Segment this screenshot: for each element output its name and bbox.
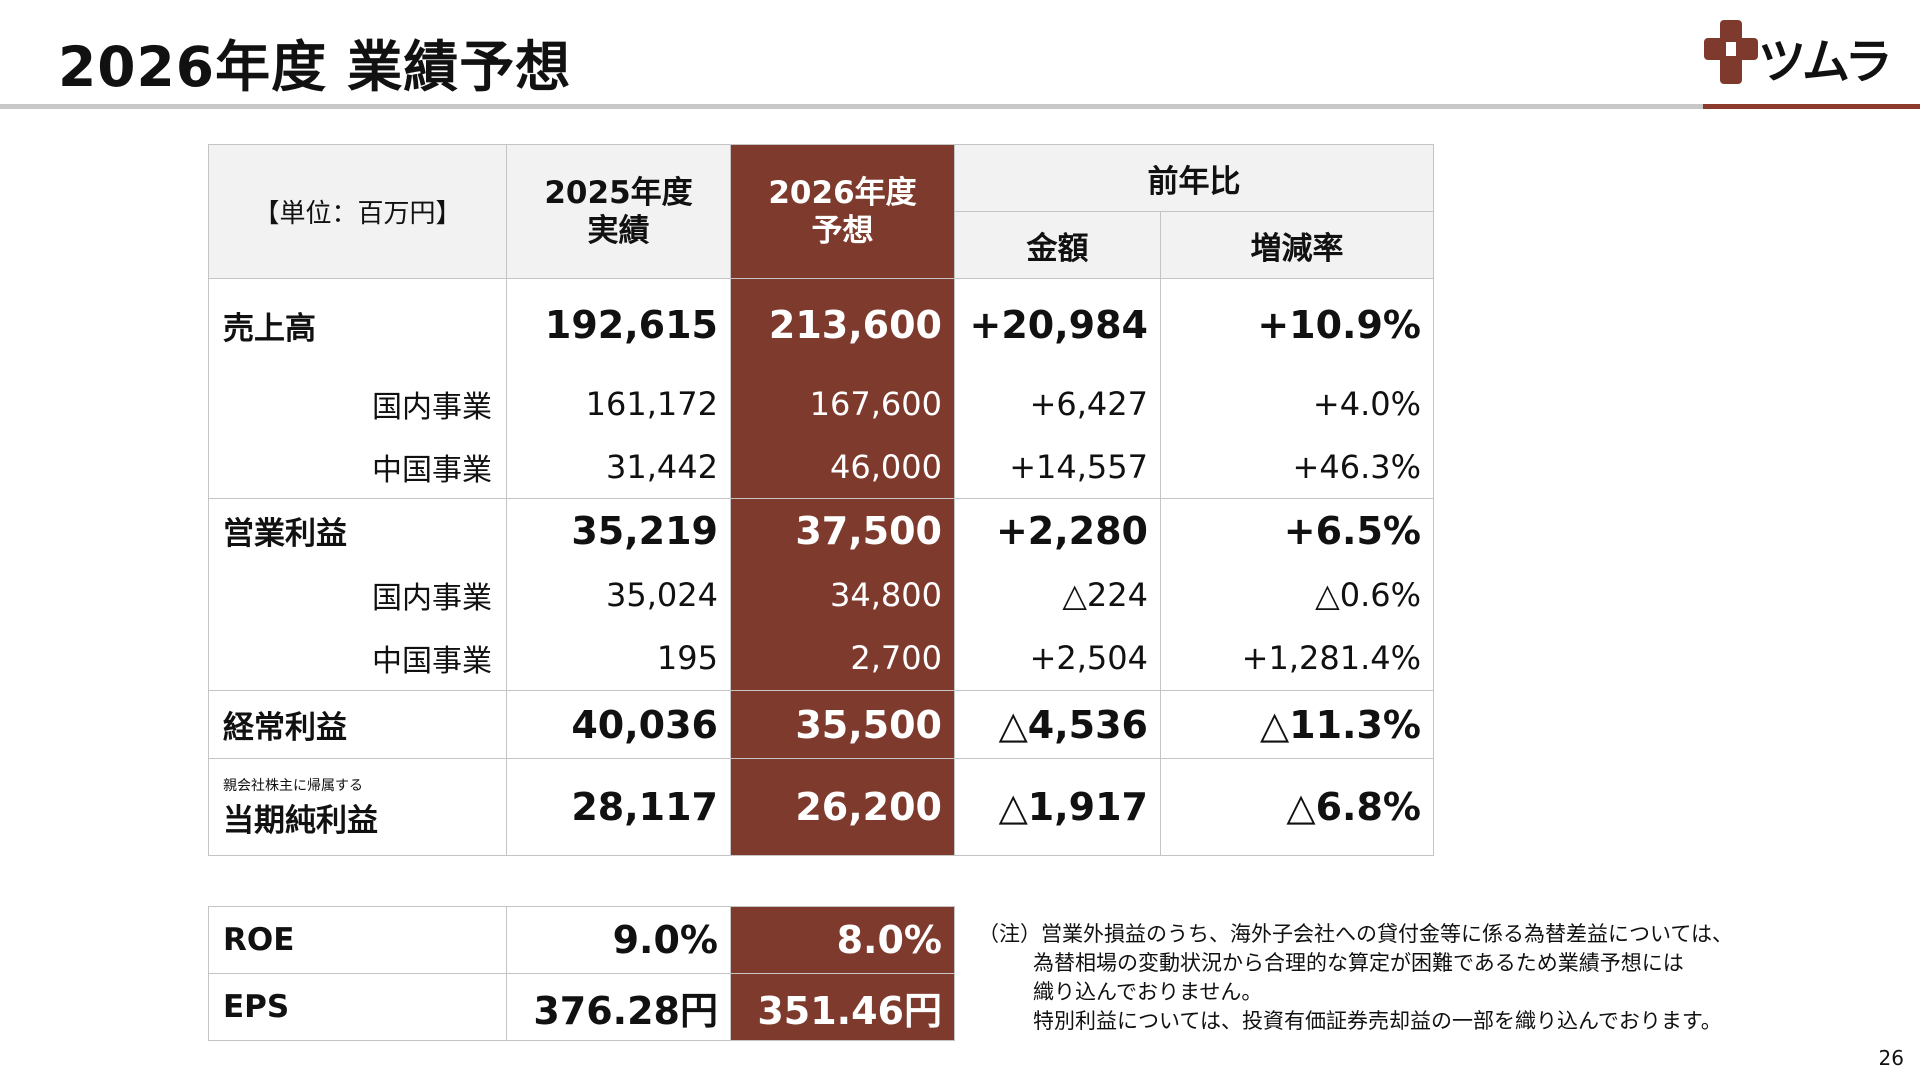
header-2026-forecast: 2026年度 予想: [730, 144, 955, 279]
footnote: （注）営業外損益のうち、海外子会社への貸付金等に係る為替差益については、 為替相…: [978, 920, 1733, 1036]
value-2025: 192,615: [506, 278, 731, 372]
row-label: 中国事業: [208, 435, 507, 499]
tsumura-cross-logo-icon: [1704, 20, 1758, 84]
kpi-label: EPS: [208, 973, 507, 1041]
forecast-table: 【単位：百万円】 2025年度 実績 2026年度 予想 前年比 金額 増減率 …: [208, 144, 1434, 856]
value-2026: 37,500: [730, 498, 955, 563]
kpi-value-2025: 376.28円: [506, 973, 731, 1041]
value-2025: 40,036: [506, 690, 731, 759]
row-label: 経常利益: [208, 690, 507, 759]
row-label: 売上高: [208, 278, 507, 372]
kpi-value-2025: 9.0%: [506, 906, 731, 974]
value-rate: +4.0%: [1160, 371, 1434, 436]
row-label: 国内事業: [208, 371, 507, 436]
row-label: 中国事業: [208, 626, 507, 691]
row-label-prefix: 親会社株主に帰属する: [223, 777, 363, 794]
value-diff: +2,280: [954, 498, 1161, 563]
value-rate: +10.9%: [1160, 278, 1434, 372]
value-diff: +2,504: [954, 626, 1161, 691]
table-row: 中国事業 31,442 46,000 +14,557 +46.3%: [208, 435, 1434, 499]
row-label: 当期純利益: [223, 802, 378, 839]
value-rate: △0.6%: [1160, 562, 1434, 627]
row-label: 国内事業: [208, 562, 507, 627]
value-rate: +1,281.4%: [1160, 626, 1434, 691]
kpi-label: ROE: [208, 906, 507, 974]
value-diff: +6,427: [954, 371, 1161, 436]
header-2025-actual: 2025年度 実績: [506, 144, 731, 279]
value-diff: △4,536: [954, 690, 1161, 759]
table-row: 売上高 192,615 213,600 +20,984 +10.9%: [208, 278, 1434, 372]
value-2026: 35,500: [730, 690, 955, 759]
brand-logo-text: ツムラ: [1758, 34, 1893, 90]
value-2025: 195: [506, 626, 731, 691]
header-amount: 金額: [954, 211, 1161, 279]
footnote-line: 特別利益については、投資有価証券売却益の一部を織り込んでおります。: [1033, 1009, 1722, 1033]
table-row: 中国事業 195 2,700 +2,504 +1,281.4%: [208, 626, 1434, 691]
value-diff: +14,557: [954, 435, 1161, 499]
value-2025: 161,172: [506, 371, 731, 436]
footnote-line: 為替相場の変動状況から合理的な算定が困難であるため業績予想には: [1033, 951, 1684, 975]
value-diff: △1,917: [954, 758, 1161, 856]
value-2025: 31,442: [506, 435, 731, 499]
table-row: 国内事業 161,172 167,600 +6,427 +4.0%: [208, 371, 1434, 436]
value-2026: 26,200: [730, 758, 955, 856]
footnote-line: （注）営業外損益のうち、海外子会社への貸付金等に係る為替差益については、: [978, 922, 1733, 946]
table-row: 経常利益 40,036 35,500 △4,536 △11.3%: [208, 690, 1434, 759]
kpi-value-2026: 8.0%: [730, 906, 955, 974]
header-accent-divider: [1703, 104, 1920, 109]
header-rate: 増減率: [1160, 211, 1434, 279]
kpi-table: ROE 9.0% 8.0% EPS 376.28円 351.46円: [208, 906, 955, 1041]
value-rate: +46.3%: [1160, 435, 1434, 499]
value-2026: 2,700: [730, 626, 955, 691]
table-row: 国内事業 35,024 34,800 △224 △0.6%: [208, 562, 1434, 627]
unit-label: 【単位：百万円】: [208, 144, 507, 279]
value-2026: 167,600: [730, 371, 955, 436]
table-row: 営業利益 35,219 37,500 +2,280 +6.5%: [208, 498, 1434, 563]
value-rate: △11.3%: [1160, 690, 1434, 759]
value-2025: 35,219: [506, 498, 731, 563]
value-2026: 46,000: [730, 435, 955, 499]
row-label: 営業利益: [208, 498, 507, 563]
page-title: 2026年度 業績予想: [58, 35, 572, 99]
value-2026: 213,600: [730, 278, 955, 372]
value-2025: 28,117: [506, 758, 731, 856]
value-2026: 34,800: [730, 562, 955, 627]
table-row: EPS 376.28円 351.46円: [208, 973, 955, 1041]
page-number: 26: [1878, 1046, 1904, 1070]
value-diff: +20,984: [954, 278, 1161, 372]
header-yoy: 前年比: [954, 144, 1434, 212]
footnote-line: 織り込んでおりません。: [1033, 980, 1263, 1004]
value-diff: △224: [954, 562, 1161, 627]
value-2025: 35,024: [506, 562, 731, 627]
header-divider: [0, 104, 1920, 109]
table-row: 親会社株主に帰属する 当期純利益 28,117 26,200 △1,917 △6…: [208, 758, 1434, 856]
table-row: ROE 9.0% 8.0%: [208, 906, 955, 974]
kpi-value-2026: 351.46円: [730, 973, 955, 1041]
row-label-net-income: 親会社株主に帰属する 当期純利益: [208, 758, 507, 856]
value-rate: +6.5%: [1160, 498, 1434, 563]
value-rate: △6.8%: [1160, 758, 1434, 856]
